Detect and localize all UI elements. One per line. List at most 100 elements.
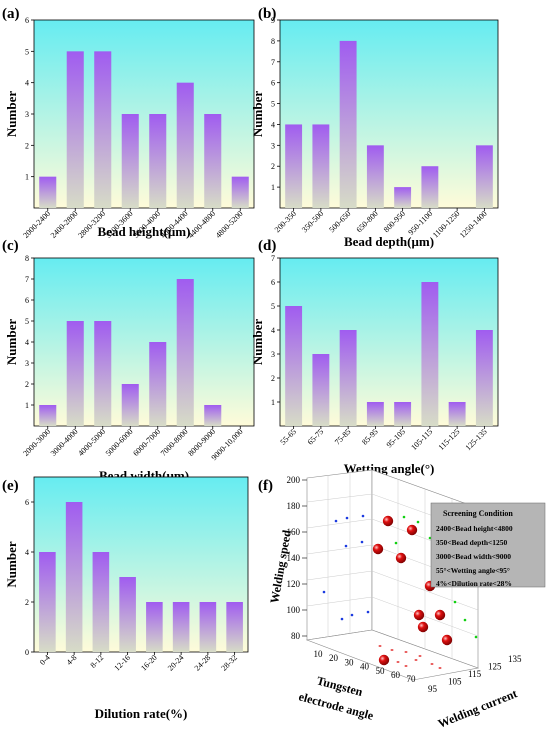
bar [66,321,84,426]
z-tick-label: 140 [287,553,301,563]
bar [149,342,167,426]
x-tick-label: 20-24 [166,653,186,673]
bar-chart-a: 1234562000-24002400-28002800-32003200-36… [4,16,255,240]
y-tick-label: 115 [468,669,482,679]
z-axis-ticks: 80 100 120 140 160 180 200 [287,475,307,641]
y-tick-label: 6 [271,79,275,88]
data-sphere [382,515,394,527]
y-tick-label: 1 [271,398,275,407]
legend-title: Screening Condition [443,509,513,518]
bar [172,602,190,652]
bar [339,40,357,209]
x-axis-ticks: 10 20 30 40 50 60 70 [314,649,417,684]
bar [421,282,439,426]
x-axis-label: Dilution rate(%) [95,706,188,721]
legend-box [430,502,546,588]
x-tick-label: 0-4 [38,653,52,667]
bar [339,330,357,426]
bar [199,602,217,652]
bar [39,176,57,208]
x-tick-label: 650-800 [355,209,380,234]
z-tick-label: 160 [287,527,301,537]
legend-item-2: 350<Bead depth<1250 [436,538,508,547]
x-tick-label: 55-65 [278,427,298,447]
x-tick-label: 3000-4000 [49,427,80,458]
y-tick-label: 2 [271,162,275,171]
panel-letter-a: (a) [2,6,20,22]
floor [305,629,480,681]
y-tick-label: 9 [271,16,275,25]
y-tick-label: 7 [271,58,275,67]
bar [176,82,194,208]
y-tick-label: 1 [25,173,29,182]
projection-dot [390,649,394,651]
data-sphere [413,609,425,621]
y-tick-label: 95 [428,684,438,694]
x-tick-label: 12-16 [112,653,132,673]
bar [312,124,330,208]
bar [149,114,167,208]
legend-item-1: 2400<Bead height<4800 [436,524,513,533]
projection-dot [416,520,420,524]
y-tick-label: 3 [271,350,275,359]
projection-dot [430,663,434,665]
bar [65,502,83,652]
y-tick-label: 2 [271,374,275,383]
z-tick-label: 200 [287,475,301,485]
x-tick-label: 7000-8000 [159,427,190,458]
bar [231,176,249,208]
x-tick-label: 500-650 [327,209,352,234]
projection-dots-floor [378,645,442,669]
projection-dot [344,544,348,548]
x-tick-label: 85-95 [360,427,380,447]
panel-letter-f: (f) [258,478,273,494]
x-axis-label-line2: electrode angle [297,689,375,723]
projection-dot [474,635,478,639]
projection-dot [414,659,418,661]
bar [39,405,57,426]
y-tick-label: 1 [271,183,275,192]
bar [119,577,136,652]
bar-chart-e: 0 2 4 6 0-4 4-8 8-12 12-16 16-20 20-24 24-28 28-32 D… [4,476,249,721]
x-axis-label: Bead height(μm) [98,224,191,239]
x-tick-label: 40 [360,662,370,672]
projection-dot [402,515,406,519]
y-axis-label: Number [4,319,19,365]
y-tick-label: 4 [271,120,275,129]
projection-dot [418,655,422,657]
bar [448,402,466,426]
projection-dot [438,667,442,669]
y-axis-label: Welding current [436,686,519,730]
legend-item-5: 4%<Dilution rate<28% [436,579,512,588]
projection-dot [340,617,344,621]
y-tick-label: 5 [271,100,275,109]
projection-dot [396,661,400,663]
x-tick-label: 1250-1400 [458,209,489,240]
bar-chart-c: 1 2 3 4 5 6 7 8 2000-30003000-40004000-50005000-… [4,254,255,483]
x-tick-label: 950-1100 [406,209,434,237]
projection-dot [394,541,398,545]
x-tick-label: 8-12 [89,653,106,670]
bar [226,602,243,652]
bar-chart-d: 1 2 3 4 5 6 7 55-65 65-75 75-85 85-95 95-105 105-115… [250,254,499,476]
panel-letter-c: (c) [2,238,19,254]
bar [39,552,56,652]
bar [204,405,222,426]
z-axis-label: Welding speed [267,529,294,605]
legend-item-4: 55°<Wetting angle<95° [436,566,510,575]
bar [366,402,384,426]
bar [394,187,412,208]
projection-dot [345,516,349,520]
y-tick-label: 1 [25,401,29,410]
x-axis-label: Bead depth(μm) [344,234,434,249]
bar [121,384,139,426]
y-tick-label: 6 [25,296,29,305]
bar [285,306,303,426]
y-tick-label: 2 [25,141,29,150]
y-axis-label: Number [4,91,19,137]
y-tick-label: 135 [508,654,522,664]
bar [421,166,439,208]
x-tick-label: 65-75 [306,427,326,447]
x-tick-label: 115-125 [437,427,462,452]
